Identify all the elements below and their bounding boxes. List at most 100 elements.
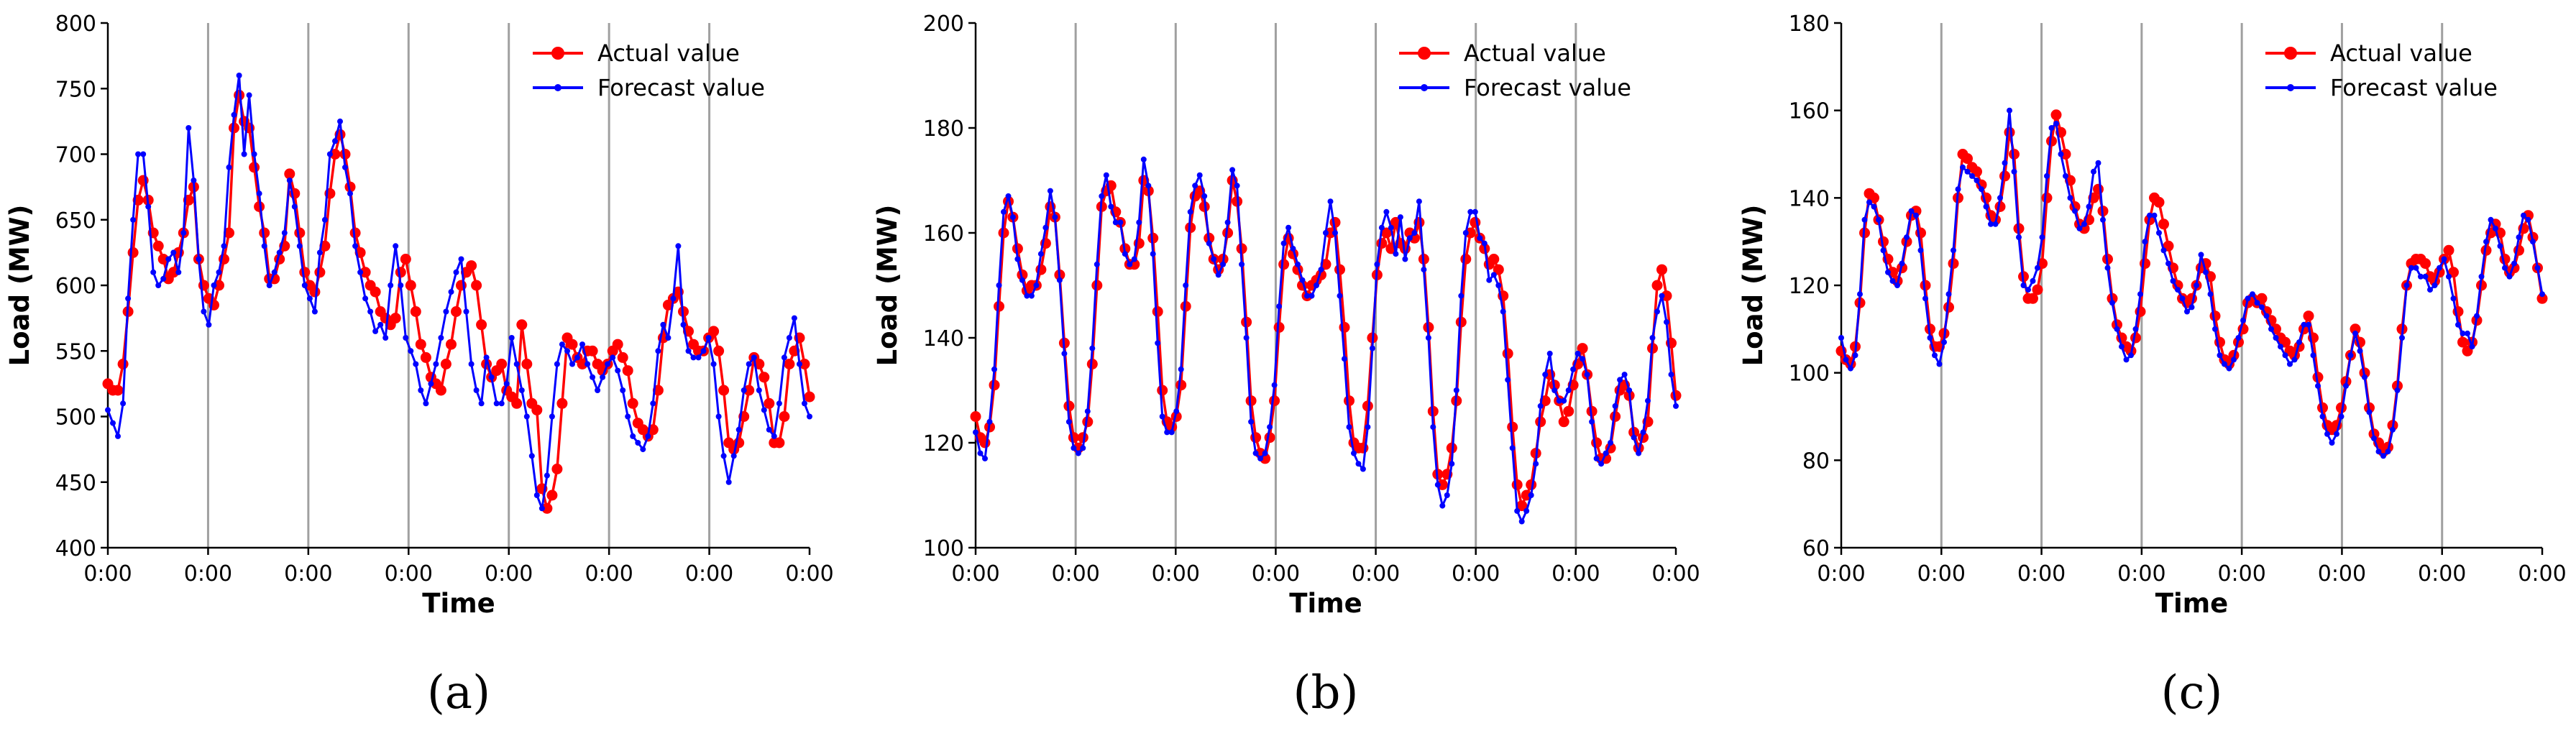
data-point — [105, 407, 111, 413]
data-point — [321, 216, 328, 223]
data-point — [496, 359, 508, 369]
data-point — [2072, 208, 2078, 214]
x-tick-label: 0:00 — [1252, 561, 1300, 587]
data-point — [620, 387, 626, 393]
data-point — [1380, 227, 1392, 239]
y-tick-label: 180 — [923, 116, 964, 142]
data-point — [1122, 251, 1128, 257]
data-point — [1402, 256, 1408, 262]
data-point — [538, 505, 545, 512]
data-point — [433, 361, 439, 367]
data-point — [802, 400, 807, 407]
data-point — [2511, 260, 2517, 267]
data-point — [1009, 214, 1016, 221]
data-point — [1880, 247, 1887, 254]
chart-panel-1: 0:00 0:00 0:00 0:00 0:00 0:00 0:00 0:0040045050… — [4, 12, 834, 719]
data-point — [135, 151, 142, 157]
data-point — [224, 227, 234, 239]
data-point — [1843, 357, 1849, 363]
data-point — [994, 300, 1004, 312]
data-point — [175, 269, 182, 275]
data-point — [551, 464, 563, 474]
data-point — [544, 472, 550, 479]
data-point — [751, 354, 757, 361]
data-point — [2142, 239, 2148, 245]
data-point — [1974, 178, 1980, 183]
data-point — [226, 164, 232, 170]
data-point — [498, 400, 505, 407]
data-point — [1262, 450, 1268, 456]
data-point — [2450, 295, 2457, 302]
data-point — [2020, 282, 2027, 288]
y-axis-title: Load (MW) — [872, 205, 903, 367]
data-point — [1584, 372, 1590, 378]
data-point — [640, 446, 646, 453]
data-point — [342, 164, 348, 170]
data-point — [1936, 361, 1943, 367]
data-point — [1155, 340, 1161, 346]
data-point — [665, 335, 671, 341]
data-point — [2170, 277, 2176, 284]
data-point — [435, 385, 446, 396]
data-point — [1436, 479, 1448, 490]
data-point — [1941, 339, 1947, 346]
data-point — [2123, 357, 2130, 363]
data-point — [1075, 450, 1081, 456]
legend-swatch-marker — [554, 84, 562, 91]
data-point — [2245, 295, 2251, 302]
data-point — [1626, 387, 1633, 393]
data-point — [1344, 395, 1355, 407]
data-point — [1509, 445, 1516, 451]
data-point — [2032, 284, 2043, 295]
y-tick-label: 800 — [55, 12, 96, 37]
data-point — [1014, 256, 1021, 262]
data-point — [1449, 461, 1455, 467]
data-point — [1575, 350, 1581, 357]
data-point — [1257, 455, 1264, 461]
data-point — [546, 489, 558, 501]
data-point — [1651, 280, 1663, 291]
data-point — [1558, 416, 1569, 428]
data-point — [521, 359, 533, 369]
data-point — [1580, 356, 1586, 362]
data-point — [1598, 461, 1605, 467]
data-point — [352, 243, 359, 249]
data-point — [1334, 264, 1345, 275]
data-point — [986, 418, 993, 425]
y-tick-label: 450 — [55, 471, 96, 496]
data-point — [2217, 352, 2223, 359]
data-point — [2175, 287, 2181, 293]
data-point — [511, 397, 523, 409]
data-point — [1264, 432, 1275, 443]
data-point — [2235, 335, 2242, 341]
x-tick-label: 0:00 — [1551, 561, 1600, 587]
data-point — [1103, 172, 1109, 178]
data-point — [1175, 380, 1187, 391]
data-point — [2007, 107, 2012, 114]
data-point — [471, 280, 482, 291]
data-point — [1640, 429, 1646, 436]
data-point — [1999, 170, 2010, 182]
series-forecast — [105, 73, 812, 512]
data-point — [2350, 323, 2361, 335]
data-point — [2212, 326, 2218, 332]
data-point — [468, 361, 475, 367]
data-point — [216, 269, 222, 275]
legend: Actual value Forecast value — [1399, 40, 1631, 101]
data-point — [655, 348, 661, 354]
data-point — [110, 420, 116, 426]
legend-label: Actual value — [1464, 40, 1606, 67]
data-point — [2132, 326, 2139, 332]
data-point — [1439, 502, 1446, 509]
data-point — [1206, 240, 1212, 247]
data-point — [781, 354, 787, 361]
data-point — [2151, 212, 2158, 219]
data-point — [1308, 293, 1315, 299]
data-point — [590, 374, 596, 380]
data-point — [675, 243, 682, 249]
data-point — [1444, 492, 1450, 498]
data-point — [2446, 273, 2452, 280]
data-point — [1462, 230, 1469, 236]
data-point — [2153, 196, 2165, 208]
data-point — [1131, 256, 1137, 262]
